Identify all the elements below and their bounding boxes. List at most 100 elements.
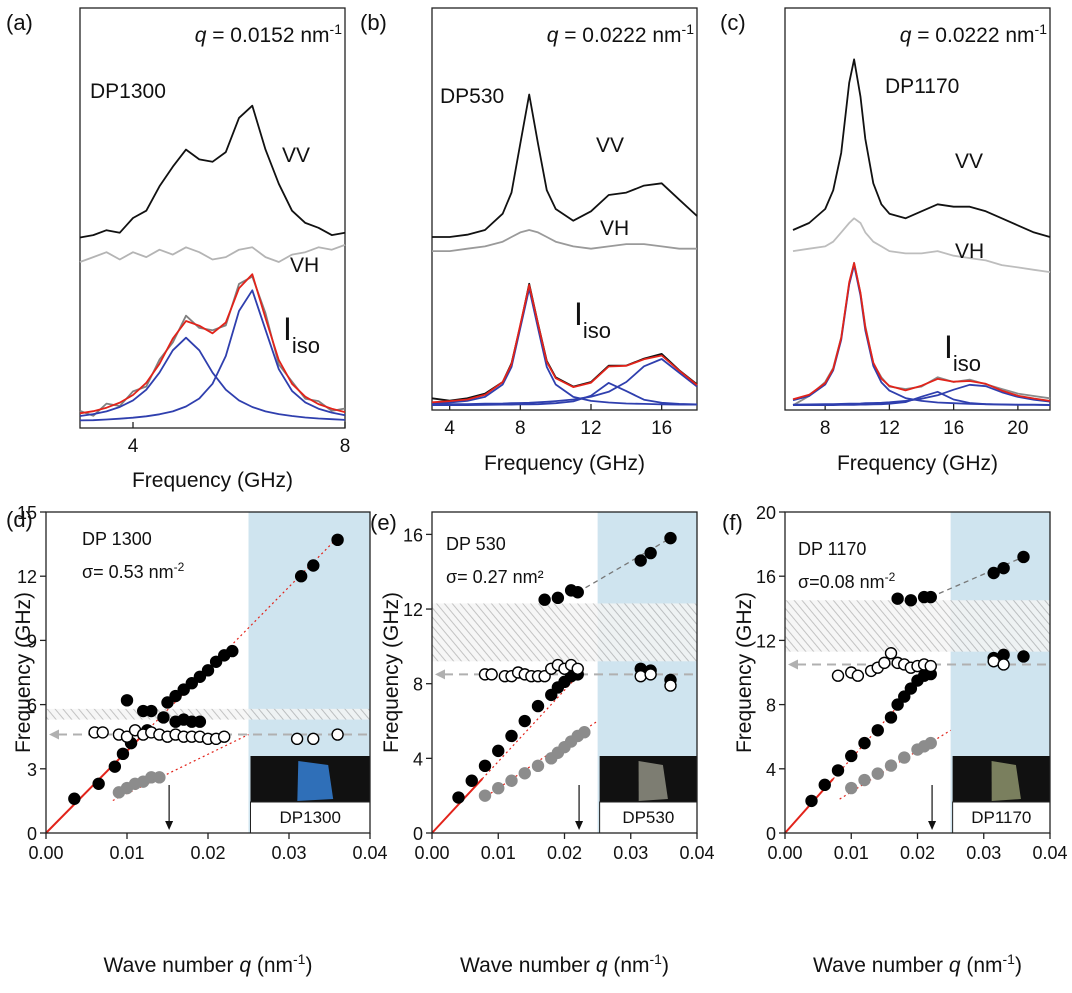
data-point bbox=[331, 728, 344, 741]
text-part: (nm bbox=[608, 954, 650, 977]
sample-label: DP 1170 bbox=[798, 539, 866, 559]
text-part: VV bbox=[955, 150, 983, 173]
data-point bbox=[492, 782, 505, 795]
data-point bbox=[185, 677, 199, 690]
data-point bbox=[987, 566, 1000, 580]
text-part: VH bbox=[290, 254, 319, 277]
y-tick-label: 4 bbox=[413, 749, 423, 769]
data-point bbox=[485, 668, 498, 681]
x-tick-label: 0.02 bbox=[547, 843, 582, 863]
data-point bbox=[1017, 550, 1030, 564]
plot-frame bbox=[79, 7, 346, 429]
plot-frame bbox=[784, 7, 1051, 411]
data-point bbox=[831, 764, 845, 777]
curve-label: Iiso bbox=[944, 329, 981, 376]
data-point bbox=[290, 732, 304, 746]
text-part: I bbox=[944, 329, 953, 365]
data-point bbox=[120, 694, 134, 707]
spectrum-line bbox=[79, 289, 346, 422]
data-point bbox=[904, 682, 918, 695]
data-point bbox=[924, 736, 937, 750]
y-tick-label: 15 bbox=[17, 503, 37, 523]
data-point bbox=[518, 767, 531, 780]
curve-label: VV bbox=[596, 134, 624, 157]
data-point bbox=[531, 759, 545, 773]
data-point bbox=[997, 658, 1010, 671]
sample-label: DP 530 bbox=[446, 534, 506, 554]
x-tick-label: 12 bbox=[879, 418, 900, 439]
data-point bbox=[153, 771, 166, 784]
plot-frame bbox=[431, 7, 698, 411]
data-point bbox=[145, 704, 158, 718]
text-part: VV bbox=[596, 134, 624, 157]
panel-label: (c) bbox=[720, 10, 746, 35]
y-tick-label: 12 bbox=[17, 567, 37, 587]
x-tick-label: 0.00 bbox=[414, 843, 449, 863]
text-part: q bbox=[195, 24, 207, 47]
data-point bbox=[644, 668, 657, 681]
data-point bbox=[664, 531, 677, 545]
reference-arrow bbox=[788, 659, 798, 670]
data-point bbox=[92, 777, 105, 790]
x-tick-label: 0.02 bbox=[900, 843, 935, 863]
spectrum-line bbox=[792, 383, 1051, 406]
data-point bbox=[108, 760, 122, 773]
text-part: Wave number bbox=[104, 954, 240, 977]
text-part: -1 bbox=[650, 951, 663, 967]
data-point bbox=[465, 774, 478, 787]
text-part: q bbox=[949, 954, 961, 977]
text-part: = 0.0222 nm bbox=[911, 24, 1034, 47]
data-point bbox=[858, 773, 871, 787]
data-point bbox=[805, 794, 818, 808]
data-point bbox=[571, 586, 584, 599]
data-point bbox=[478, 789, 492, 802]
text-part: ) bbox=[662, 954, 669, 977]
q-label: q = 0.0222 nm-1 bbox=[900, 21, 1048, 47]
hatched-band bbox=[46, 708, 370, 720]
data-point bbox=[193, 715, 207, 728]
data-point bbox=[452, 791, 465, 804]
x-tick-label: 0.03 bbox=[271, 843, 306, 863]
x-tick-label: 0.04 bbox=[352, 843, 387, 863]
data-point bbox=[217, 730, 231, 743]
data-point bbox=[858, 736, 871, 750]
data-point bbox=[578, 726, 591, 739]
x-tick-label: 0.00 bbox=[767, 843, 802, 863]
panel-label: (e) bbox=[370, 510, 397, 535]
text-part: -2 bbox=[885, 570, 896, 584]
q-arrowhead bbox=[928, 821, 937, 830]
spectrum-line bbox=[79, 244, 346, 263]
data-point bbox=[177, 683, 190, 696]
text-part: = 0.0222 nm bbox=[558, 24, 681, 47]
data-point bbox=[68, 792, 81, 805]
reference-arrow bbox=[49, 729, 59, 740]
data-point bbox=[884, 711, 898, 724]
text-part: I bbox=[574, 296, 583, 332]
text-part: -1 bbox=[330, 21, 343, 37]
x-tick-label: 20 bbox=[1007, 418, 1028, 439]
y-tick-label: 16 bbox=[756, 567, 776, 587]
data-point bbox=[307, 732, 320, 746]
data-point bbox=[226, 644, 239, 658]
spectrum-line bbox=[792, 264, 1051, 406]
spectrum-line bbox=[432, 382, 698, 406]
text-part: iso bbox=[953, 351, 981, 376]
text-part: VH bbox=[600, 217, 629, 240]
text-part: Wave number bbox=[813, 954, 949, 977]
curve-label: Iiso bbox=[574, 296, 611, 343]
inset-label: DP1170 bbox=[971, 808, 1031, 827]
x-tick-label: 0.01 bbox=[834, 843, 869, 863]
sigma-label: σ= 0.27 nm² bbox=[446, 567, 544, 587]
data-point bbox=[209, 655, 223, 668]
x-axis-label: Frequency (GHz) bbox=[837, 452, 998, 475]
x-tick-label: 0.01 bbox=[109, 843, 144, 863]
y-tick-label: 20 bbox=[756, 503, 776, 523]
data-point bbox=[884, 647, 898, 660]
sample-label: DP1300 bbox=[90, 80, 166, 103]
data-point bbox=[644, 546, 657, 560]
y-tick-label: 0 bbox=[413, 824, 423, 844]
data-point bbox=[904, 594, 918, 607]
data-point bbox=[116, 747, 130, 761]
x-tick-label: 4 bbox=[128, 436, 139, 457]
